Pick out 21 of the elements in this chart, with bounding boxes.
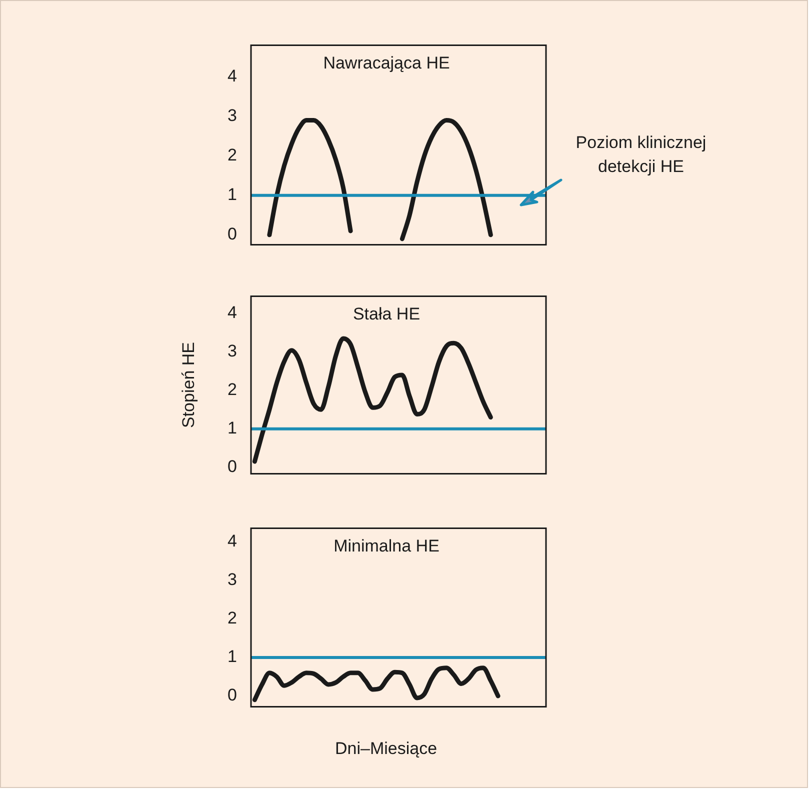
x-axis-title: Dni–Miesiące — [334, 739, 438, 759]
y-tick-label: 0 — [228, 224, 237, 244]
y-tick-label: 2 — [228, 146, 237, 165]
text: Nawracająca HE — [323, 53, 450, 72]
y-tick-label: 3 — [228, 570, 237, 590]
y-tick-label: 4 — [228, 66, 237, 86]
y-tick-label: 1 — [228, 647, 237, 666]
y-tick-label: 4 — [228, 303, 237, 322]
y-tick-label: 2 — [228, 608, 237, 628]
y-tick-label: 1 — [228, 185, 237, 204]
y-tick-label: 3 — [228, 342, 237, 361]
y-tick-label: 0 — [228, 686, 237, 705]
y-tick-label: 3 — [228, 106, 237, 126]
y-axis-title: Stopień HE — [179, 342, 199, 428]
y-tick-label: 2 — [228, 380, 237, 400]
y-tick-label: 0 — [228, 456, 237, 476]
text: Stała HE — [352, 304, 420, 324]
text: Minimalna HE — [334, 536, 440, 556]
y-tick-label: 1 — [228, 418, 237, 438]
ref-line-label: Poziom klinicznej detekcji HE — [574, 132, 708, 178]
y-tick-label: 4 — [228, 532, 237, 551]
